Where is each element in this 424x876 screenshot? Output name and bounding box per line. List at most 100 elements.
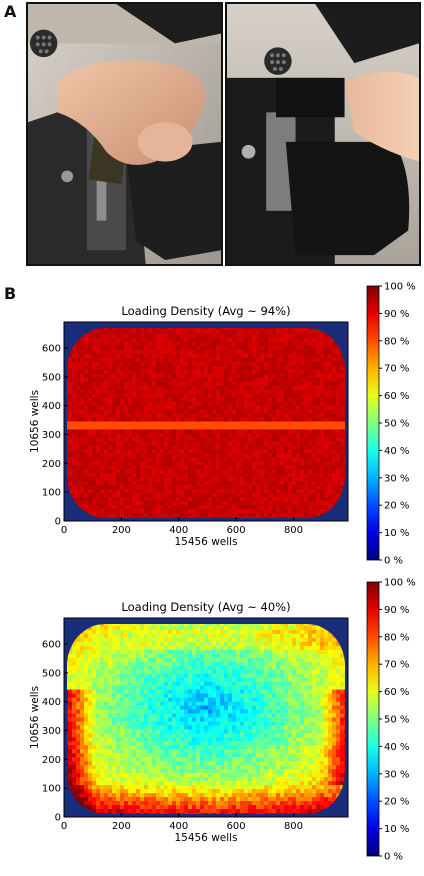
heatmap-cell — [212, 505, 216, 509]
heatmap-cell — [256, 465, 260, 469]
heatmap-cell — [88, 473, 92, 477]
heatmap-cell — [204, 346, 208, 350]
heatmap-cell — [196, 686, 200, 690]
heatmap-cell — [240, 497, 244, 501]
heatmap-cell — [148, 414, 152, 418]
heatmap-cell — [300, 461, 304, 465]
heatmap-cell — [280, 410, 284, 414]
heatmap-cell — [108, 686, 112, 690]
heatmap-cell — [172, 501, 176, 505]
heatmap-cell — [204, 453, 208, 457]
heatmap-cell — [84, 457, 88, 461]
heatmap-cell — [116, 461, 120, 465]
heatmap-cell — [116, 642, 120, 646]
heatmap-cell — [232, 342, 236, 346]
heatmap-cell — [180, 370, 184, 374]
heatmap-cell — [164, 362, 168, 366]
heatmap-cell — [108, 374, 112, 378]
heatmap-cell — [152, 473, 156, 477]
heatmap-cell — [328, 489, 332, 493]
heatmap-cell — [276, 437, 280, 441]
heatmap-cell — [168, 469, 172, 473]
heatmap-cell — [336, 449, 340, 453]
heatmap-cell — [128, 378, 132, 382]
heatmap-cell — [316, 370, 320, 374]
heatmap-cell — [216, 346, 220, 350]
heatmap-cell — [72, 682, 76, 686]
heatmap-cell — [144, 626, 148, 630]
heatmap-cell — [204, 358, 208, 362]
heatmap-cell — [276, 638, 280, 642]
heatmap-cell — [256, 630, 260, 634]
heatmap-cell — [312, 493, 316, 497]
heatmap-cell — [176, 473, 180, 477]
heatmap-cell — [120, 481, 124, 485]
heatmap-cell — [216, 378, 220, 382]
heatmap-cell — [260, 670, 264, 674]
heatmap-cell — [264, 670, 268, 674]
heatmap-cell — [84, 646, 88, 650]
heatmap-cell — [180, 453, 184, 457]
heatmap-cell — [96, 658, 100, 662]
heatmap-cell — [316, 394, 320, 398]
heatmap-cell — [172, 394, 176, 398]
heatmap-cell — [68, 473, 72, 477]
heatmap-cell — [284, 414, 288, 418]
heatmap-cell — [172, 378, 176, 382]
heatmap-cell — [68, 437, 72, 441]
heatmap-cell — [124, 505, 128, 509]
heatmap-cell — [216, 453, 220, 457]
heatmap-cell — [224, 394, 228, 398]
heatmap-cell — [88, 501, 92, 505]
heatmap-cell — [124, 654, 128, 658]
heatmap-cell — [248, 374, 252, 378]
heatmap-cell — [284, 485, 288, 489]
heatmap-cell — [112, 638, 116, 642]
heatmap-cell — [272, 485, 276, 489]
heatmap-cell — [312, 497, 316, 501]
heatmap-cell — [248, 670, 252, 674]
heatmap-cell — [300, 334, 304, 338]
heatmap-cell — [324, 469, 328, 473]
heatmap-cell — [160, 670, 164, 674]
heatmap-cell — [80, 674, 84, 678]
heatmap-cell — [308, 330, 312, 334]
heatmap-cell — [200, 449, 204, 453]
heatmap-cell — [208, 509, 212, 513]
heatmap-cell — [192, 449, 196, 453]
heatmap-cell — [336, 445, 340, 449]
heatmap-cell — [216, 477, 220, 481]
heatmap-cell — [184, 394, 188, 398]
heatmap-cell — [152, 626, 156, 630]
heatmap-cell — [224, 362, 228, 366]
heatmap-cell — [196, 386, 200, 390]
heatmap-cell — [332, 493, 336, 497]
heatmap-cell — [128, 646, 132, 650]
heatmap-cell — [312, 425, 316, 429]
heatmap-cell — [176, 414, 180, 418]
heatmap-cell — [200, 406, 204, 410]
heatmap-cell — [328, 457, 332, 461]
heatmap-cell — [300, 358, 304, 362]
heatmap-cell — [296, 497, 300, 501]
heatmap-cell — [328, 465, 332, 469]
heatmap-cell — [128, 338, 132, 342]
heatmap-cell — [224, 445, 228, 449]
heatmap-cell — [136, 694, 140, 698]
heatmap-cell — [236, 441, 240, 445]
heatmap-cell — [232, 654, 236, 658]
heatmap-cell — [208, 449, 212, 453]
heatmap-cell — [156, 453, 160, 457]
heatmap-cell — [288, 429, 292, 433]
heatmap-cell — [236, 358, 240, 362]
heatmap-cell — [140, 626, 144, 630]
heatmap-cell — [240, 674, 244, 678]
heatmap-cell — [128, 342, 132, 346]
heatmap-cell — [268, 473, 272, 477]
heatmap-cell — [84, 342, 88, 346]
heatmap-cell — [336, 461, 340, 465]
heatmap-cell — [296, 418, 300, 422]
heatmap-cell — [312, 374, 316, 378]
heatmap-cell — [216, 497, 220, 501]
heatmap-cell — [156, 662, 160, 666]
